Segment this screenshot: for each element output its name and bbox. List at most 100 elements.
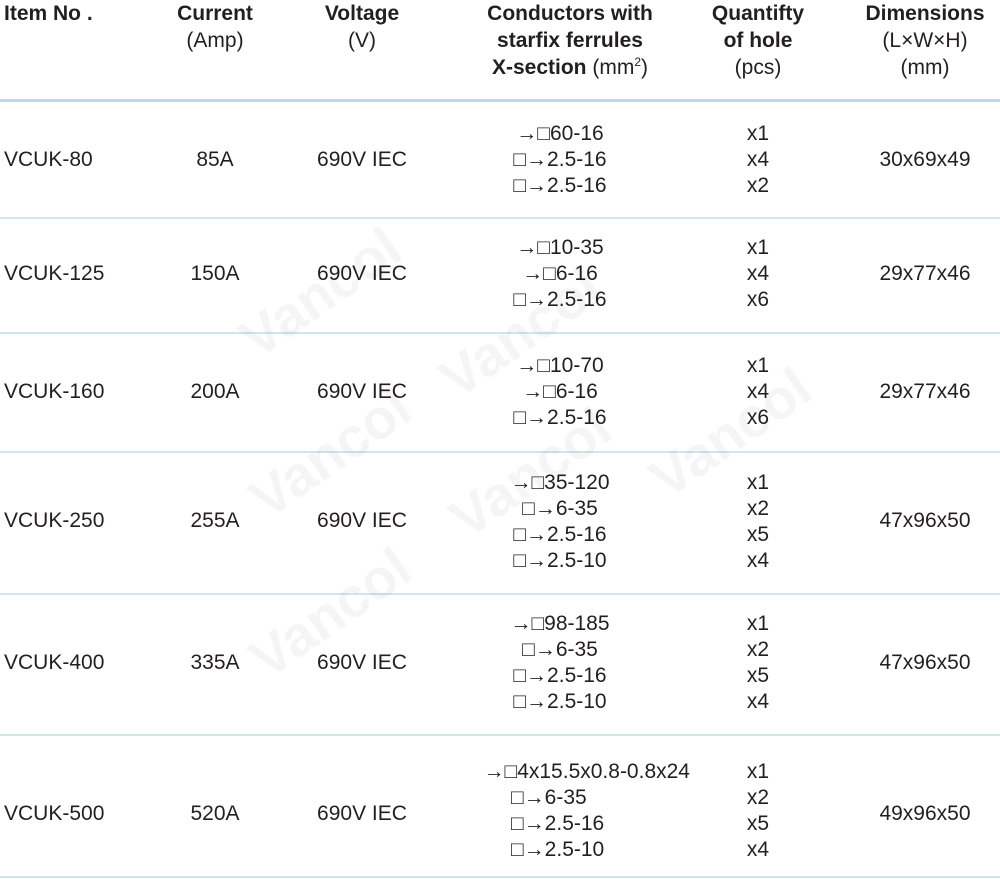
quantity-line: x1 (746, 760, 770, 783)
quantity-line: x5 (746, 664, 770, 687)
row-divider (0, 876, 1000, 878)
header-divider (0, 99, 1000, 102)
conductor-line: →□6-16 (522, 380, 598, 403)
dimensions-cell: 47x96x50 (879, 509, 971, 532)
table-row: VCUK-125 150A 690V IEC →□10-35 →□6-16 □→… (0, 219, 1000, 333)
header-conductors: Conductors with starfix ferrules X-secti… (430, 0, 710, 81)
row-divider (0, 451, 1000, 453)
current-cell: 255A (190, 509, 240, 532)
voltage-cell: 690V IEC (317, 380, 407, 403)
voltage-cell: 690V IEC (317, 262, 407, 285)
quantity-cell: x1 x4 x6 (708, 353, 808, 431)
header-quantity: Quantifty of hole (pcs) (696, 0, 820, 81)
header-quantity-unit: (pcs) (734, 56, 782, 79)
conductor-line: □→2.5-16 (513, 406, 607, 429)
quantity-line: x1 (746, 612, 770, 635)
header-current-label: Current (177, 2, 253, 25)
header-voltage-unit: (V) (348, 29, 376, 52)
header-conductors-line1: Conductors with (487, 2, 653, 25)
header-conductors-line2: starfix ferrules (497, 29, 643, 52)
header-dimensions-axes: (L×W×H) (882, 29, 968, 52)
conductor-line: □→6-35 (511, 786, 587, 809)
conductors-cell: →□98-185 □→6-35 □→2.5-16 □→2.5-10 (430, 611, 690, 715)
conductor-line: □→2.5-16 (513, 148, 607, 171)
current-cell: 520A (190, 802, 240, 825)
header-quantity-line2: of hole (723, 29, 793, 52)
table-row: VCUK-400 335A 690V IEC →□98-185 □→6-35 □… (0, 595, 1000, 734)
quantity-cell: x1 x4 x6 (708, 235, 808, 313)
quantity-line: x4 (746, 148, 770, 171)
header-voltage: Voltage (V) (302, 0, 422, 54)
quantity-line: x4 (746, 690, 770, 713)
current-cell: 200A (190, 380, 240, 403)
conductors-cell: →□10-70 →□6-16 □→2.5-16 (430, 353, 690, 431)
conductor-line: →□6-16 (522, 262, 598, 285)
conductor-line: □→6-35 (522, 497, 598, 520)
row-divider (0, 593, 1000, 595)
header-dimensions-label: Dimensions (865, 2, 985, 25)
quantity-line: x6 (746, 288, 770, 311)
conductors-cell: →□4x15.5x0.8-0.8x24 □→6-35 □→2.5-16 □→2.… (424, 759, 704, 863)
quantity-cell: x1 x4 x2 (708, 121, 808, 199)
item-no-cell: VCUK-250 (4, 509, 105, 532)
table-row: VCUK-80 85A 690V IEC →□60-16 □→2.5-16 □→… (0, 102, 1000, 217)
quantity-line: x5 (746, 812, 770, 835)
conductor-line: □→2.5-16 (513, 664, 607, 687)
header-xsection-label: X-section (491, 56, 587, 79)
dimensions-cell: 47x96x50 (879, 651, 971, 674)
conductor-line: →□4x15.5x0.8-0.8x24 (483, 760, 690, 783)
quantity-line: x4 (746, 380, 770, 403)
row-divider (0, 332, 1000, 334)
dimensions-cell: 29x77x46 (879, 262, 971, 285)
header-dimensions-unit: (mm) (900, 56, 950, 79)
quantity-line: x2 (746, 497, 770, 520)
item-no-cell: VCUK-160 (4, 380, 105, 403)
conductor-line: □→2.5-16 (513, 523, 607, 546)
quantity-line: x4 (746, 549, 770, 572)
quantity-line: x2 (746, 174, 770, 197)
quantity-line: x1 (746, 471, 770, 494)
voltage-cell: 690V IEC (317, 802, 407, 825)
header-item-no-label: Item No . (4, 2, 93, 25)
table-row: VCUK-160 200A 690V IEC →□10-70 →□6-16 □→… (0, 334, 1000, 451)
conductor-line: □→2.5-16 (513, 174, 607, 197)
current-cell: 335A (190, 651, 240, 674)
header-xsection-close: ) (641, 56, 649, 79)
quantity-line: x4 (746, 838, 770, 861)
dimensions-cell: 49x96x50 (879, 802, 971, 825)
row-divider (0, 734, 1000, 736)
quantity-line: x5 (746, 523, 770, 546)
header-voltage-label: Voltage (324, 2, 400, 25)
conductor-line: □→2.5-10 (511, 838, 605, 861)
header-xsection-unit: (mm (586, 56, 635, 79)
conductors-cell: →□60-16 □→2.5-16 □→2.5-16 (430, 121, 690, 199)
dimensions-cell: 29x77x46 (879, 380, 971, 403)
conductors-cell: →□10-35 →□6-16 □→2.5-16 (430, 235, 690, 313)
quantity-line: x4 (746, 262, 770, 285)
quantity-line: x2 (746, 638, 770, 661)
header-dimensions: Dimensions (L×W×H) (mm) (850, 0, 1000, 81)
conductor-line: □→2.5-10 (513, 690, 607, 713)
header-current-unit: (Amp) (186, 29, 244, 52)
conductor-line: □→2.5-10 (513, 549, 607, 572)
quantity-cell: x1 x2 x5 x4 (708, 470, 808, 574)
table-row: VCUK-250 255A 690V IEC →□35-120 □→6-35 □… (0, 453, 1000, 593)
voltage-cell: 690V IEC (317, 651, 407, 674)
conductor-line: □→6-35 (522, 638, 598, 661)
conductor-line: →□98-185 (510, 612, 610, 635)
header-quantity-line1: Quantifty (711, 2, 805, 25)
header-current: Current (Amp) (150, 0, 280, 54)
quantity-cell: x1 x2 x5 x4 (708, 759, 808, 863)
conductor-line: →□10-35 (516, 236, 604, 259)
current-cell: 85A (196, 148, 234, 171)
table-row: VCUK-500 520A 690V IEC →□4x15.5x0.8-0.8x… (0, 736, 1000, 876)
quantity-line: x6 (746, 406, 770, 429)
table-header: Item No . Current (Amp) Voltage (V) Cond… (0, 0, 1000, 100)
item-no-cell: VCUK-400 (4, 651, 105, 674)
conductor-line: →□10-70 (516, 354, 604, 377)
quantity-line: x1 (746, 236, 770, 259)
quantity-cell: x1 x2 x5 x4 (708, 611, 808, 715)
item-no-cell: VCUK-80 (4, 148, 93, 171)
quantity-line: x1 (746, 122, 770, 145)
item-no-cell: VCUK-125 (4, 262, 105, 285)
